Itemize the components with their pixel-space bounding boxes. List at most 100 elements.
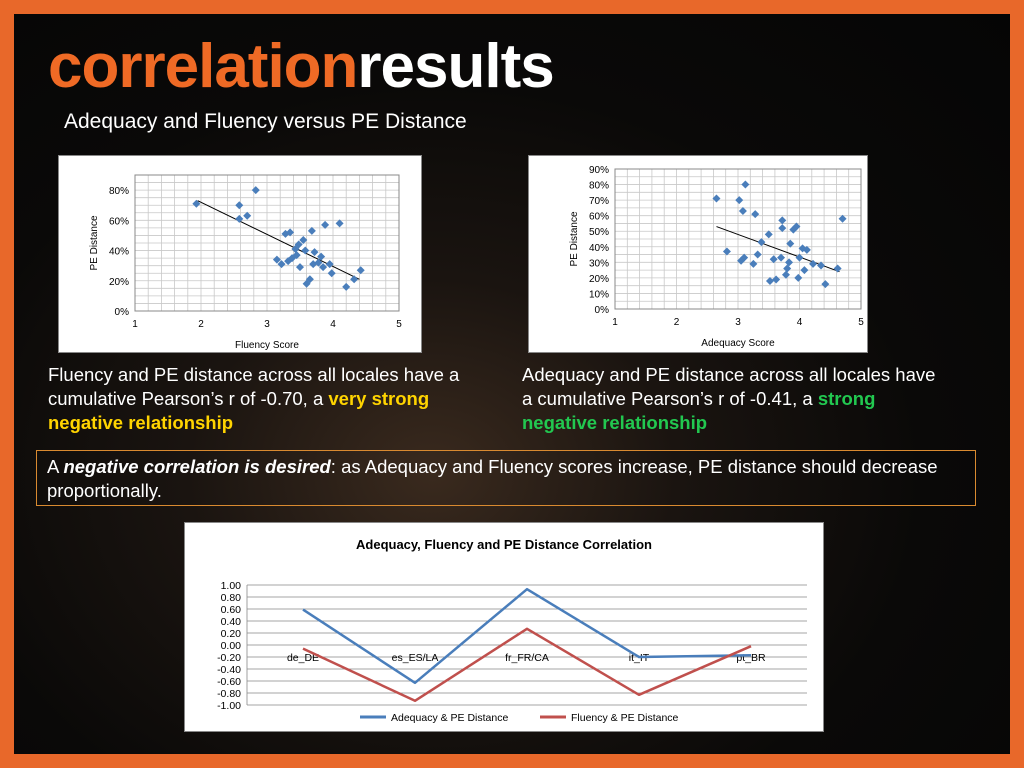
y-tick-label: 1.00 xyxy=(221,580,242,592)
fluency-relationship-highlight: very strong negative relationship xyxy=(48,388,430,433)
legend-label: Fluency & PE Distance xyxy=(571,712,679,724)
data-point xyxy=(800,266,809,275)
adequacy-scatter-chart: 0% 10% 20% 30% 40% 50% 60% 70% 80% 90% 1 2 3 4 5 Adequa… xyxy=(569,165,864,349)
data-point xyxy=(735,196,744,205)
data-point xyxy=(769,255,778,264)
data-point xyxy=(781,270,790,279)
series-line xyxy=(302,627,752,703)
data-point xyxy=(307,226,316,235)
y-tick-label: -0.20 xyxy=(217,652,241,664)
data-point xyxy=(299,235,308,244)
data-point xyxy=(795,253,804,262)
data-point xyxy=(786,239,795,248)
fluency-description: Fluency and PE distance across all local… xyxy=(48,363,468,435)
data-point xyxy=(319,263,328,272)
data-point xyxy=(783,264,792,273)
data-point xyxy=(294,240,303,249)
y-tick-label: 60% xyxy=(589,212,609,223)
data-point xyxy=(327,269,336,278)
y-tick-label: -1.00 xyxy=(217,700,241,712)
title-part-results: results xyxy=(357,32,554,101)
page-title: correlationresults xyxy=(48,36,555,98)
fluency-description-text: Fluency and PE distance across all local… xyxy=(48,364,460,409)
y-tick-label: 70% xyxy=(589,196,609,207)
data-point xyxy=(350,275,359,284)
title-part-correlation: correlation xyxy=(48,32,358,101)
y-tick-label: 80% xyxy=(589,181,609,192)
x-tick-label: 1 xyxy=(612,317,618,328)
y-tick-label: 0% xyxy=(115,307,130,318)
data-point xyxy=(251,186,260,195)
data-point xyxy=(821,280,830,289)
fluency-scatter-panel: 0% 20% 40% 60% 80% 1 2 3 4 5 Fluency Score PE Dista… xyxy=(58,155,422,353)
data-point xyxy=(817,261,826,270)
data-point xyxy=(335,219,344,228)
y-tick-label: 20% xyxy=(109,277,129,288)
data-point xyxy=(310,248,319,257)
y-tick-label: 30% xyxy=(589,258,609,269)
x-tick-label: 4 xyxy=(330,319,336,330)
adequacy-description: Adequacy and PE distance across all loca… xyxy=(522,363,942,435)
plot-area xyxy=(134,174,400,312)
data-point xyxy=(764,230,773,239)
fluency-scatter-chart: 0% 20% 40% 60% 80% 1 2 3 4 5 Fluency Score PE Dista… xyxy=(89,174,402,351)
data-point xyxy=(305,275,314,284)
y-tick-label: -0.40 xyxy=(217,664,241,676)
page-subtitle: Adequacy and Fluency versus PE Distance xyxy=(64,110,467,133)
y-tick-label: 90% xyxy=(589,165,609,176)
data-point xyxy=(342,282,351,291)
y-axis-label: PE Distance xyxy=(569,211,580,266)
x-tick-label: de_DE xyxy=(287,652,319,664)
chart-title: Adequacy, Fluency and PE Distance Correl… xyxy=(356,537,652,552)
y-tick-label: 0.40 xyxy=(221,616,242,628)
y-tick-label: -0.80 xyxy=(217,688,241,700)
y-tick-label: 60% xyxy=(109,216,129,227)
data-point xyxy=(737,256,746,265)
note-box: A negative correlation is desired: as Ad… xyxy=(36,450,976,506)
data-point xyxy=(740,253,749,262)
data-point xyxy=(288,254,297,263)
data-point xyxy=(712,194,721,203)
series-line xyxy=(302,587,752,685)
y-axis-label: PE Distance xyxy=(89,215,100,270)
legend-label: Adequacy & PE Distance xyxy=(391,712,508,724)
adequacy-relationship-highlight: strong negative relationship xyxy=(522,388,876,433)
x-tick-label: pt_BR xyxy=(736,652,766,664)
data-point xyxy=(722,247,731,256)
x-tick-label: 1 xyxy=(132,319,138,330)
data-point xyxy=(302,279,311,288)
y-tick-label: 80% xyxy=(109,186,129,197)
data-point xyxy=(309,260,318,269)
adequacy-scatter-panel: 0% 10% 20% 30% 40% 50% 60% 70% 80% 90% 1 2 3 4 5 Adequa… xyxy=(528,155,868,353)
data-point xyxy=(296,263,304,272)
data-point xyxy=(838,214,847,223)
plot-area xyxy=(614,168,862,310)
y-tick-label: -0.60 xyxy=(217,676,241,688)
x-tick-label: 3 xyxy=(735,317,741,328)
y-tick-label: 10% xyxy=(589,289,609,300)
data-point xyxy=(235,214,244,223)
data-point xyxy=(794,273,803,282)
data-point xyxy=(772,275,781,284)
data-point xyxy=(192,199,201,208)
data-point xyxy=(356,266,365,275)
data-point xyxy=(751,210,760,219)
data-point xyxy=(792,222,801,231)
data-point xyxy=(317,252,326,261)
data-point xyxy=(325,260,334,269)
y-tick-label: 0.80 xyxy=(221,592,242,604)
slide: correlationresults Adequacy and Fluency … xyxy=(14,14,1010,754)
y-tick-label: 0% xyxy=(595,305,610,316)
x-tick-label: 4 xyxy=(797,317,803,328)
x-tick-label: 3 xyxy=(264,319,270,330)
x-tick-label: es_ES/LA xyxy=(392,652,439,664)
data-point xyxy=(778,224,787,233)
note-prefix: A xyxy=(47,456,64,477)
data-point xyxy=(321,220,330,229)
data-point xyxy=(277,260,286,269)
data-point xyxy=(749,259,758,268)
data-point xyxy=(833,264,842,273)
data-point xyxy=(286,228,295,237)
data-point xyxy=(292,251,301,260)
y-tick-label: 0.60 xyxy=(221,604,242,616)
